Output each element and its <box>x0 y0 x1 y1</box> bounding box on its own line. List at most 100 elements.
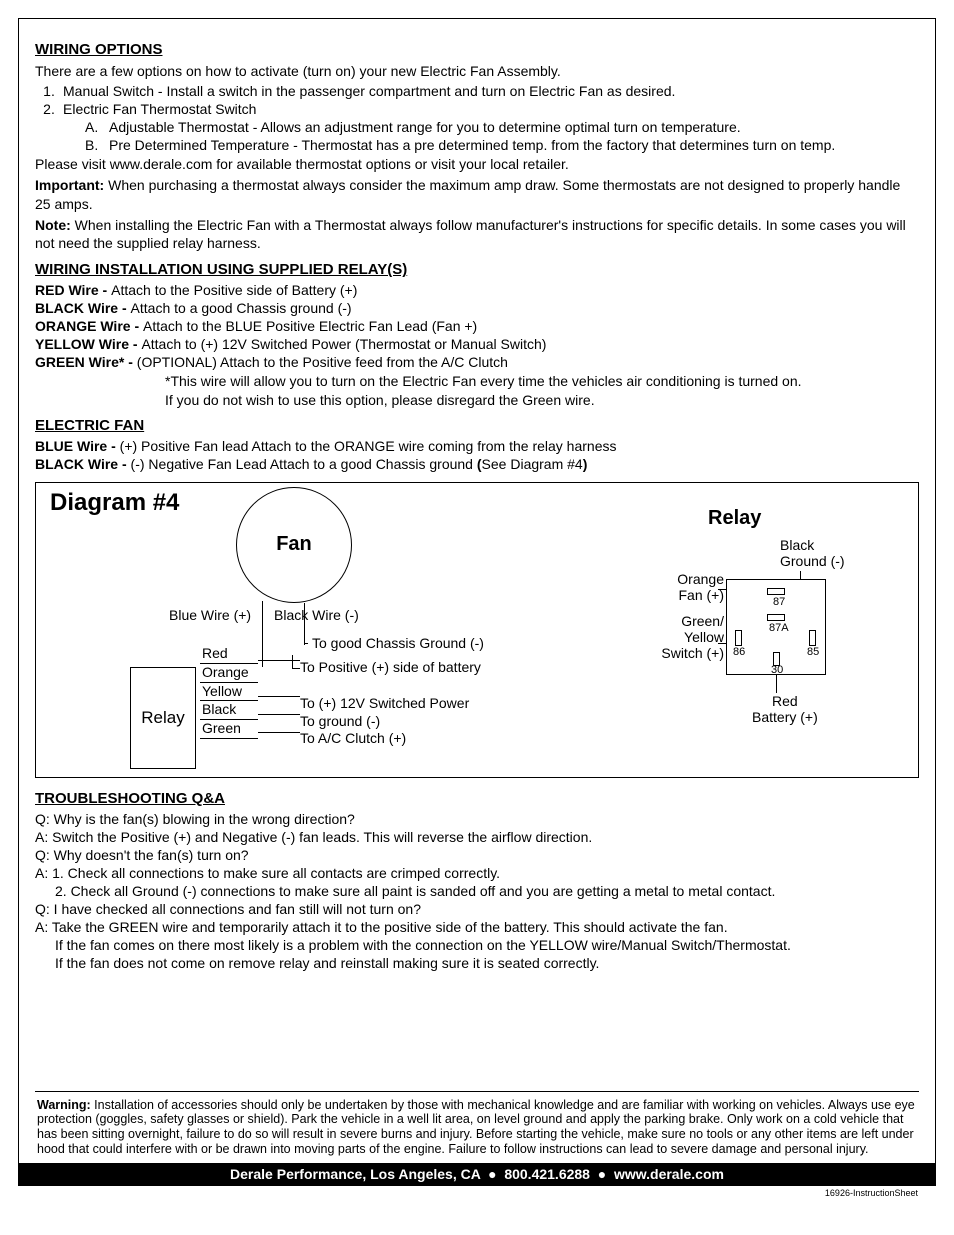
line <box>262 601 263 667</box>
note-text: When installing the Electric Fan with a … <box>35 217 906 252</box>
blue-wire-label: Blue Wire (+) <box>169 607 251 623</box>
qa-line: Q: Why is the fan(s) blowing in the wron… <box>35 811 919 827</box>
relay-box-left: Relay <box>130 667 196 769</box>
stack-yellow: Yellow <box>200 683 258 702</box>
pin-87a: 87A <box>769 622 789 634</box>
dest-stack: To Positive (+) side of battery To (+) 1… <box>300 641 481 749</box>
list-text: Electric Fan Thermostat Switch <box>63 101 256 117</box>
line <box>800 571 801 579</box>
list-num: 1. <box>35 83 63 99</box>
heading-troubleshooting: TROUBLESHOOTING Q&A <box>35 790 919 807</box>
wire-text: Attach to the BLUE Positive Electric Fan… <box>143 318 477 334</box>
line <box>258 714 300 715</box>
red-batt-label: Red Battery (+) <box>752 693 818 725</box>
sublist-a: A. Adjustable Thermostat - Allows an adj… <box>85 119 919 135</box>
wire-text: Attach to (+) 12V Switched Power (Thermo… <box>141 336 546 352</box>
wire-name: BLACK Wire - <box>35 456 131 472</box>
footer-phone: 800.421.6288 <box>504 1166 590 1182</box>
footer-bar: Derale Performance, Los Angeles, CA ● 80… <box>19 1163 935 1185</box>
pin-shape <box>809 630 816 646</box>
qa-line: Q: I have checked all connections and fa… <box>35 901 919 917</box>
visit-text: Please visit www.derale.com for availabl… <box>35 155 919 174</box>
list-text: Adjustable Thermostat - Allows an adjust… <box>109 119 741 135</box>
wire-text: (OPTIONAL) Attach to the Positive feed f… <box>137 354 508 370</box>
warning-box: Warning: Installation of accessories sho… <box>35 1091 919 1163</box>
black-wire-label: Black Wire (-) <box>274 607 359 623</box>
orange-fan-label: Orange Fan (+) <box>654 571 724 603</box>
dest-2: To (+) 12V Switched Power <box>300 695 481 713</box>
qa-line: A: Take the GREEN wire and temporarily a… <box>35 919 919 935</box>
wire-name: BLUE Wire - <box>35 438 120 454</box>
stack-orange: Orange <box>200 664 258 683</box>
see-diagram: See Diagram #4 <box>482 456 583 472</box>
wire-text: Attach to a good Chassis ground (-) <box>131 300 352 316</box>
dot-icon: ● <box>594 1166 614 1182</box>
frame: WIRING OPTIONS There are a few options o… <box>18 18 936 1186</box>
pin-shape <box>767 588 785 595</box>
relay-box-right: 87 87A 86 85 30 <box>726 579 826 675</box>
heading-electric-fan: ELECTRIC FAN <box>35 417 919 434</box>
intro-text: There are a few options on how to activa… <box>35 62 919 81</box>
diagram-4: Diagram #4 Fan Blue Wire (+) Black Wire … <box>35 482 919 778</box>
dest-1: To Positive (+) side of battery <box>300 659 481 677</box>
wire-name: ORANGE Wire - <box>35 318 143 334</box>
ef-black: BLACK Wire - (-) Negative Fan Lead Attac… <box>35 456 919 472</box>
paren-close: ) <box>583 456 588 472</box>
footer-company: Derale Performance, Los Angeles, CA <box>230 1166 480 1182</box>
list-text: Pre Determined Temperature - Thermostat … <box>109 137 835 153</box>
green-yellow-label: Green/ Yellow Switch (+) <box>638 613 724 661</box>
list-item-2: 2. Electric Fan Thermostat Switch <box>35 101 919 117</box>
line <box>776 675 777 693</box>
qa-line: Q: Why doesn't the fan(s) turn on? <box>35 847 919 863</box>
stack-green: Green <box>200 720 258 739</box>
heading-wiring-options: WIRING OPTIONS <box>35 41 919 58</box>
wire-name: RED Wire - <box>35 282 111 298</box>
stack-red: Red <box>200 645 258 664</box>
ef-blue: BLUE Wire - (+) Positive Fan lead Attach… <box>35 438 919 454</box>
wire-name: GREEN Wire* - <box>35 354 137 370</box>
black-ground-label: Black Ground (-) <box>780 537 845 569</box>
dest-3: To ground (-) <box>300 713 481 731</box>
wire-black: BLACK Wire - Attach to a good Chassis gr… <box>35 300 919 316</box>
brace <box>292 655 300 669</box>
green-note1: *This wire will allow you to turn on the… <box>165 372 919 390</box>
dot-icon: ● <box>484 1166 504 1182</box>
wire-stack: Red Orange Yellow Black Green <box>200 645 258 740</box>
note-label: Note: <box>35 217 71 233</box>
list-text: Manual Switch - Install a switch in the … <box>63 83 675 99</box>
list-letter: A. <box>85 119 109 135</box>
diagram-title: Diagram #4 <box>50 489 179 517</box>
green-note2: If you do not wish to use this option, p… <box>165 391 919 409</box>
pin-85: 85 <box>807 646 819 658</box>
important-line: Important: When purchasing a thermostat … <box>35 176 919 214</box>
pin-86: 86 <box>733 646 745 658</box>
wire-yellow: YELLOW Wire - Attach to (+) 12V Switched… <box>35 336 919 352</box>
important-text: When purchasing a thermostat always cons… <box>35 177 900 212</box>
pin-shape <box>735 630 742 646</box>
warning-label: Warning: <box>37 1098 91 1112</box>
line <box>258 732 300 733</box>
footer-url: www.derale.com <box>614 1166 724 1182</box>
wire-text: (+) Positive Fan lead Attach to the ORAN… <box>120 438 617 454</box>
stack-black: Black <box>200 701 258 720</box>
dest-4: To A/C Clutch (+) <box>300 730 481 748</box>
qa-line: A: 1. Check all connections to make sure… <box>35 865 919 881</box>
wire-name: YELLOW Wire - <box>35 336 141 352</box>
wire-text: (-) Negative Fan Lead Attach to a good C… <box>131 456 477 472</box>
pin-87: 87 <box>773 596 785 608</box>
heading-wiring-install: WIRING INSTALLATION USING SUPPLIED RELAY… <box>35 261 919 278</box>
qa-line: A: Switch the Positive (+) and Negative … <box>35 829 919 845</box>
wire-red: RED Wire - Attach to the Positive side o… <box>35 282 919 298</box>
qa-line: 2. Check all Ground (-) connections to m… <box>55 883 919 899</box>
list-letter: B. <box>85 137 109 153</box>
line <box>718 643 726 644</box>
wire-name: BLACK Wire - <box>35 300 131 316</box>
line <box>718 589 726 590</box>
list-item-1: 1. Manual Switch - Install a switch in t… <box>35 83 919 99</box>
note-line: Note: When installing the Electric Fan w… <box>35 216 919 254</box>
relay-title-right: Relay <box>708 507 761 530</box>
list-num: 2. <box>35 101 63 117</box>
sheet-id: 16926-InstructionSheet <box>18 1186 936 1204</box>
wire-orange: ORANGE Wire - Attach to the BLUE Positiv… <box>35 318 919 334</box>
line <box>258 696 300 697</box>
